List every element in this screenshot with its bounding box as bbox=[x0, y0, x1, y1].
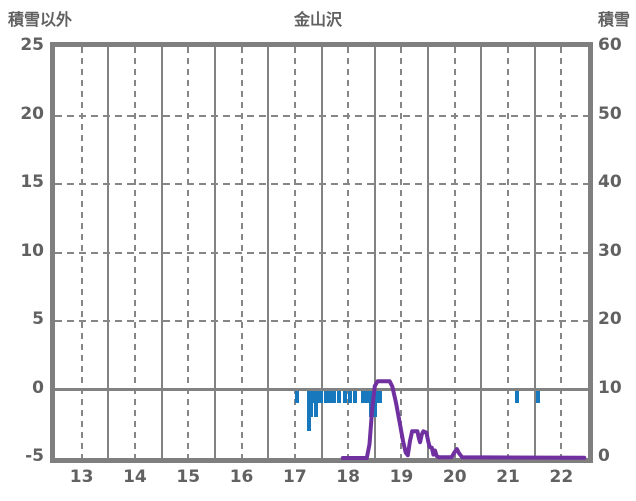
horizontal-gridline bbox=[55, 183, 588, 185]
precip-bar bbox=[515, 391, 520, 404]
precip-bar bbox=[536, 391, 541, 404]
x-axis-tick-label: 17 bbox=[283, 467, 307, 487]
precip-bar bbox=[337, 391, 342, 404]
precip-bar bbox=[312, 391, 317, 404]
right-axis-tick-label: 0 bbox=[598, 446, 610, 466]
precip-bar bbox=[306, 391, 311, 431]
precip-bar bbox=[366, 391, 371, 404]
precip-bar bbox=[318, 391, 323, 404]
precip-bar bbox=[326, 391, 331, 404]
x-axis-tick-label: 19 bbox=[389, 467, 414, 487]
left-axis-tick-label: 0 bbox=[32, 377, 44, 398]
right-axis-tick-label: 30 bbox=[598, 240, 622, 261]
horizontal-gridline bbox=[55, 251, 588, 254]
precip-bar bbox=[329, 391, 334, 404]
precip-bar bbox=[324, 391, 329, 404]
precip-bar bbox=[309, 391, 314, 417]
right-axis-tick-label: 20 bbox=[598, 309, 622, 329]
left-axis-tick-label: 5 bbox=[32, 309, 44, 329]
x-axis-tick-label: 18 bbox=[336, 467, 360, 487]
x-axis-tick-label: 21 bbox=[496, 467, 520, 487]
right-axis-tick-label: 40 bbox=[598, 172, 622, 192]
left-axis-tick-label: -5 bbox=[25, 446, 44, 466]
precip-bar bbox=[353, 391, 358, 404]
zero-gridline bbox=[55, 388, 588, 391]
x-axis-tick-label: 15 bbox=[176, 467, 201, 487]
x-axis-tick-label: 16 bbox=[229, 467, 254, 487]
precip-bar bbox=[316, 391, 321, 404]
left-axis-tick-label: 15 bbox=[20, 172, 44, 192]
precip-bar bbox=[331, 391, 336, 404]
precip-bar bbox=[363, 391, 368, 404]
horizontal-gridline bbox=[55, 114, 588, 117]
right-axis-title: 積雪 bbox=[597, 10, 630, 29]
precip-bar bbox=[377, 391, 382, 404]
precip-bar bbox=[294, 391, 299, 404]
right-axis-tick-label: 60 bbox=[598, 35, 622, 55]
x-axis-tick-label: 14 bbox=[123, 467, 147, 487]
precip-bar bbox=[347, 391, 352, 404]
x-axis-tick-label: 22 bbox=[549, 467, 574, 487]
precip-bar bbox=[361, 391, 366, 404]
snow-depth-line bbox=[340, 379, 587, 460]
right-axis-tick-label: 10 bbox=[598, 377, 622, 398]
plot-area bbox=[50, 42, 593, 463]
x-axis-tick-label: 20 bbox=[442, 467, 467, 487]
x-axis-tick-label: 13 bbox=[69, 467, 94, 487]
left-axis-tick-label: 20 bbox=[20, 103, 44, 124]
precip-bar bbox=[373, 391, 378, 417]
precip-bar bbox=[314, 391, 319, 417]
precip-bar bbox=[375, 391, 380, 404]
right-axis-tick-label: 50 bbox=[598, 103, 622, 124]
left-axis-tick-label: 10 bbox=[20, 240, 44, 261]
precip-bar bbox=[343, 391, 348, 404]
left-axis-tick-label: 25 bbox=[20, 35, 44, 55]
left-axis-title: 積雪以外 bbox=[8, 10, 73, 29]
horizontal-gridline bbox=[55, 320, 588, 322]
chart-title: 金山沢 bbox=[293, 10, 342, 29]
